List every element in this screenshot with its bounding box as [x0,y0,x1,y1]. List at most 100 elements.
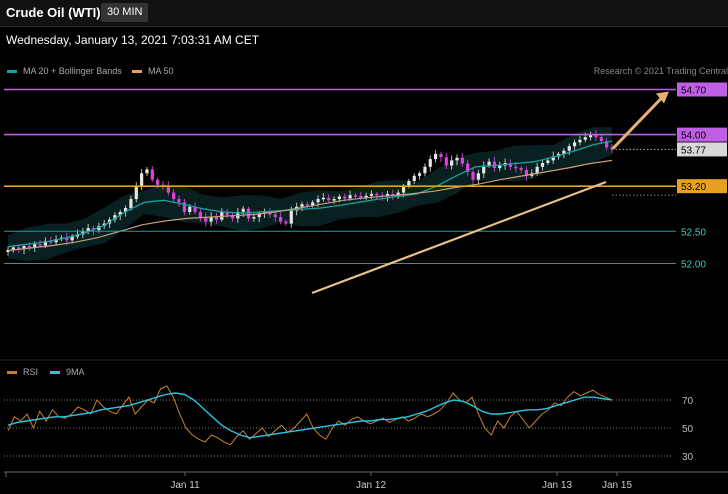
ma50-line [7,159,613,252]
trendline [311,180,607,295]
level-label-box [677,82,727,97]
candle-body [145,169,149,174]
level-label-box [677,179,727,194]
candle-body [22,246,26,250]
candle-body [150,169,154,180]
level-label: 54.70 [681,86,706,97]
candle-body [118,211,122,216]
price-label-box [677,142,727,157]
candle-body [455,157,459,161]
candle-body [311,202,315,206]
candle-body [466,163,470,172]
candle-body [54,239,58,243]
candle-body [273,214,277,218]
candle-body [364,195,368,198]
forecast-arrow [611,94,666,150]
candle-body [43,240,48,246]
candle-body [305,204,309,206]
candle-body [27,246,31,248]
legend-label: MA 20 + Bollinger Bands [23,66,122,76]
candle-body [519,168,523,171]
candle-body [594,134,598,138]
candle-body [241,208,245,212]
level-label-box [677,127,727,142]
rsi-tick-label: 50 [682,424,694,435]
candle-body [321,197,325,200]
timeframe-button[interactable]: 30 MIN [101,3,149,22]
legend-swatch [50,370,60,374]
candle-body [369,193,374,196]
candle-body [49,240,53,243]
candle-body [113,215,117,220]
legend-swatch [7,370,17,374]
candle-body [540,162,545,167]
candle-body [182,202,186,212]
candle-body [546,160,550,163]
candle-body [252,217,256,219]
candle-body [129,199,133,209]
candle-body [482,165,486,174]
candle-body [214,217,219,220]
legend-label: 9MA [66,367,85,377]
candle-body [343,196,347,199]
candle-body [508,162,513,167]
candle-body [487,161,491,166]
candle-body [284,221,288,224]
candle-body [316,199,320,203]
candle-body [514,166,518,169]
legend-swatch [7,69,17,73]
candle-body [193,206,197,212]
candle-body [385,193,390,197]
legend-label: RSI [23,367,39,377]
candle-body [172,192,176,200]
candle-body [359,195,363,198]
candle-body [353,195,358,197]
rsi-tick-label: 30 [682,452,694,463]
instrument-title: Crude Oil (WTI) [6,5,101,20]
candle-body [65,237,69,241]
candle-body [134,186,138,200]
candle-body [396,192,400,196]
candle-body [524,170,529,176]
level-label: 52.50 [681,227,706,238]
rsi-9ma-line [7,392,613,439]
candle-body [348,195,352,199]
candle-body [230,215,235,219]
candle-body [423,166,427,174]
level-label: 52.00 [681,260,706,271]
candle-body [123,208,128,212]
candle-body [589,134,593,138]
ma20-line [7,140,613,248]
legend-swatch [132,69,142,73]
candle-body [610,147,614,150]
candle-body [417,173,422,176]
x-tick-label: Jan 11 [170,480,200,491]
candle-body [444,157,448,166]
candle-body [535,166,539,174]
candle-body [246,208,251,219]
timestamp: Wednesday, January 13, 2021 7:03:31 AM C… [6,33,260,47]
level-label: 53.20 [681,182,706,193]
candle-body [188,206,192,212]
candle-body [198,211,203,218]
candle-body [33,244,37,248]
candle-body [412,175,416,182]
candle-body [177,199,181,203]
candle-body [156,179,160,185]
candle-body [450,160,454,166]
x-tick-label: Jan 13 [542,480,572,491]
candle-body [204,217,208,222]
candle-body [166,186,170,193]
candle-body [86,228,90,232]
candle-body [498,165,502,169]
candle-body [599,137,603,142]
candle-body [11,247,15,250]
x-tick-label: Jan 12 [356,480,386,491]
candle-body [6,249,10,252]
legend-label: MA 50 [148,66,174,76]
forecast-arrowhead [656,91,669,104]
candle-body [460,157,464,164]
candle-body [434,153,438,160]
candle-body [375,193,379,196]
